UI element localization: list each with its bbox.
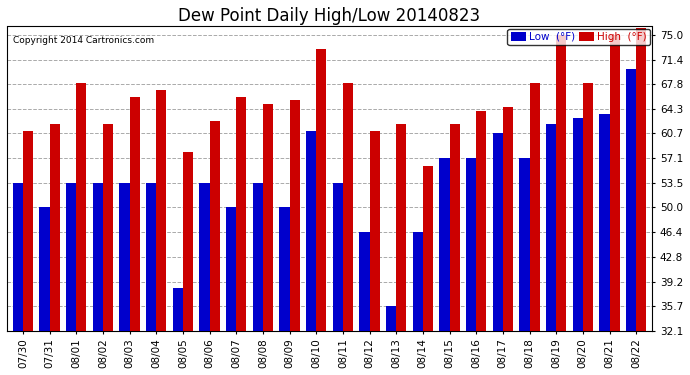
Bar — [529, 83, 540, 330]
Bar — [263, 104, 273, 330]
Bar — [77, 83, 86, 330]
Bar — [449, 124, 460, 330]
Bar — [210, 121, 219, 330]
Bar — [600, 114, 609, 330]
Bar — [199, 183, 210, 330]
Bar — [476, 111, 486, 330]
Bar — [23, 131, 33, 330]
Bar — [636, 28, 647, 330]
Bar — [103, 124, 113, 330]
Bar — [386, 306, 396, 330]
Bar — [626, 69, 636, 330]
Bar — [556, 35, 566, 330]
Bar — [39, 207, 50, 330]
Bar — [92, 183, 103, 330]
Title: Dew Point Daily High/Low 20140823: Dew Point Daily High/Low 20140823 — [179, 7, 481, 25]
Bar — [423, 166, 433, 330]
Bar — [359, 232, 370, 330]
Bar — [172, 288, 183, 330]
Bar — [66, 183, 77, 330]
Bar — [396, 124, 406, 330]
Bar — [333, 183, 343, 330]
Bar — [156, 90, 166, 330]
Bar — [146, 183, 156, 330]
Bar — [226, 207, 236, 330]
Bar — [306, 131, 316, 330]
Bar — [573, 117, 583, 330]
Bar — [370, 131, 380, 330]
Bar — [316, 48, 326, 330]
Bar — [236, 97, 246, 330]
Bar — [279, 207, 290, 330]
Bar — [546, 124, 556, 330]
Bar — [183, 152, 193, 330]
Bar — [413, 232, 423, 330]
Bar — [50, 124, 60, 330]
Legend: Low  (°F), High  (°F): Low (°F), High (°F) — [507, 28, 650, 45]
Bar — [583, 83, 593, 330]
Bar — [503, 107, 513, 330]
Bar — [343, 83, 353, 330]
Bar — [440, 158, 449, 330]
Bar — [520, 158, 529, 330]
Bar — [493, 134, 503, 330]
Bar — [609, 35, 620, 330]
Bar — [13, 183, 23, 330]
Bar — [119, 183, 130, 330]
Bar — [290, 100, 299, 330]
Bar — [253, 183, 263, 330]
Text: Copyright 2014 Cartronics.com: Copyright 2014 Cartronics.com — [13, 36, 155, 45]
Bar — [130, 97, 139, 330]
Bar — [466, 158, 476, 330]
